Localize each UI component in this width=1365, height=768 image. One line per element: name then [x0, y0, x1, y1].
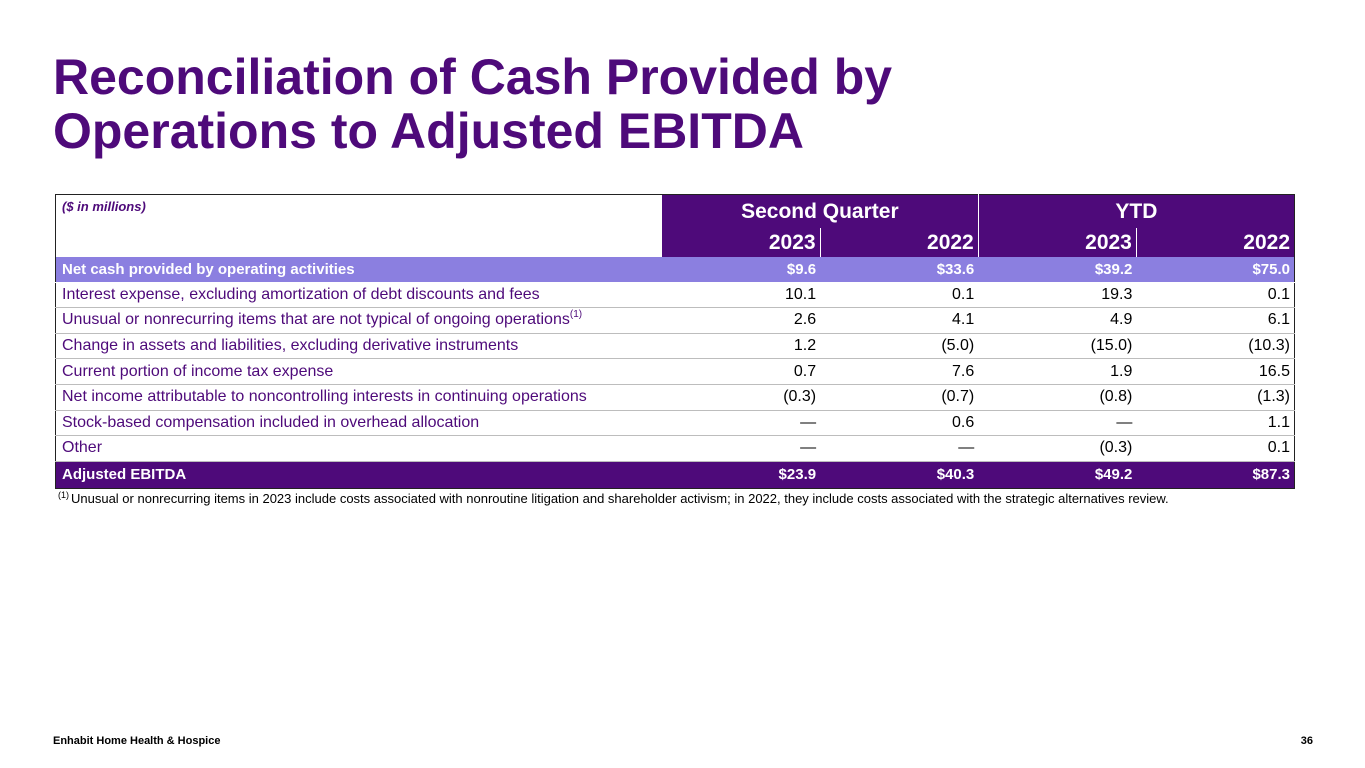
row-value: (0.3) — [978, 435, 1137, 462]
year-header-q2-2022: 2022 — [820, 228, 979, 257]
row-value: (0.8) — [978, 384, 1137, 411]
row-value: 0.1 — [820, 282, 979, 309]
row-value: 2.6 — [661, 307, 821, 334]
year-header-ytd-2022: 2022 — [1136, 228, 1295, 257]
row-value: 19.3 — [978, 282, 1137, 309]
row-value: $23.9 — [661, 461, 821, 489]
table-row-net-cash: Net cash provided by operating activitie… — [55, 257, 1295, 283]
table-row: Other — — (0.3) 0.1 — [55, 435, 1295, 462]
row-value: 1.9 — [978, 358, 1137, 385]
row-value: 16.5 — [1136, 358, 1295, 385]
row-value: (5.0) — [820, 333, 979, 360]
row-value: 4.1 — [820, 307, 979, 334]
row-value: $9.6 — [661, 257, 821, 283]
row-value: (1.3) — [1136, 384, 1295, 411]
row-value: (0.3) — [661, 384, 821, 411]
group-header-ytd: YTD — [978, 194, 1295, 228]
footnote-text: Unusual or nonrecurring items in 2023 in… — [71, 491, 1169, 506]
row-label: Interest expense, excluding amortization… — [55, 282, 662, 309]
row-label: Current portion of income tax expense — [55, 358, 662, 385]
footnote-reference: (1) — [569, 309, 583, 321]
row-value: 0.7 — [661, 358, 821, 385]
year-header-ytd-2023: 2023 — [978, 228, 1137, 257]
row-label: Net income attributable to noncontrollin… — [55, 384, 662, 411]
row-value: — — [820, 435, 979, 462]
row-value: (15.0) — [978, 333, 1137, 360]
table-row: Change in assets and liabilities, exclud… — [55, 333, 1295, 360]
row-label: Unusual or nonrecurring items that are n… — [62, 311, 570, 329]
row-value: 10.1 — [661, 282, 821, 309]
row-label: Net cash provided by operating activitie… — [55, 257, 662, 283]
table-row-adjusted-ebitda: Adjusted EBITDA $23.9 $40.3 $49.2 $87.3 — [55, 461, 1295, 489]
row-value: 0.6 — [820, 410, 979, 437]
row-value: — — [661, 410, 821, 437]
table-row: Interest expense, excluding amortization… — [55, 282, 1295, 309]
table-row: Stock-based compensation included in ove… — [55, 410, 1295, 437]
row-label-with-footnote: Unusual or nonrecurring items that are n… — [55, 307, 662, 334]
footer-company-name: Enhabit Home Health & Hospice — [53, 735, 221, 747]
row-value: $49.2 — [978, 461, 1137, 489]
row-value: $33.6 — [820, 257, 979, 283]
page-title-line-2: Operations to Adjusted EBITDA — [53, 103, 804, 159]
table-row: Current portion of income tax expense 0.… — [55, 358, 1295, 385]
footnote: (1) Unusual or nonrecurring items in 2023… — [58, 490, 1298, 507]
footnote-marker: (1) — [58, 490, 69, 500]
page-number: 36 — [1300, 735, 1313, 747]
row-value: 7.6 — [820, 358, 979, 385]
row-value: $75.0 — [1136, 257, 1295, 283]
row-value: 4.9 — [978, 307, 1137, 334]
table-row: Unusual or nonrecurring items that are n… — [55, 307, 1295, 334]
row-value: $39.2 — [978, 257, 1137, 283]
row-value: 0.1 — [1136, 435, 1295, 462]
page-title: Reconciliation of Cash Provided by Opera… — [53, 50, 1053, 158]
row-value: 1.2 — [661, 333, 821, 360]
row-value: — — [978, 410, 1137, 437]
row-label: Other — [55, 435, 662, 462]
row-value: $40.3 — [820, 461, 979, 489]
row-label: Stock-based compensation included in ove… — [55, 410, 662, 437]
unit-label: ($ in millions) — [55, 194, 662, 257]
row-value: 1.1 — [1136, 410, 1295, 437]
year-header-q2-2023: 2023 — [661, 228, 821, 257]
row-value: — — [661, 435, 821, 462]
row-value: (10.3) — [1136, 333, 1295, 360]
group-header-second-quarter: Second Quarter — [661, 194, 979, 228]
reconciliation-table: ($ in millions) Second Quarter YTD 2023 … — [55, 194, 1295, 489]
row-value: (0.7) — [820, 384, 979, 411]
page-title-line-1: Reconciliation of Cash Provided by — [53, 49, 893, 105]
row-value: 0.1 — [1136, 282, 1295, 309]
table-row: Net income attributable to noncontrollin… — [55, 384, 1295, 411]
row-value: $87.3 — [1136, 461, 1295, 489]
row-label: Adjusted EBITDA — [55, 461, 662, 489]
row-label: Change in assets and liabilities, exclud… — [55, 333, 662, 360]
row-value: 6.1 — [1136, 307, 1295, 334]
